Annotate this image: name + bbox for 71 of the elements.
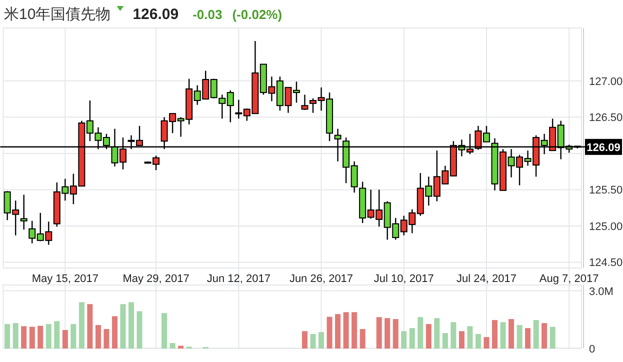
x-tick-label: May 29, 2017 <box>122 273 190 285</box>
bar <box>434 318 440 349</box>
bar <box>484 337 490 349</box>
bar <box>112 316 118 349</box>
x-tick-label: Jun 26, 2017 <box>289 273 354 285</box>
bar <box>302 331 308 349</box>
bar <box>500 322 506 349</box>
bar <box>29 326 35 349</box>
candlestick <box>301 94 308 111</box>
bar <box>533 320 539 349</box>
x-tick-label: Aug 7, 2017 <box>539 273 599 285</box>
text: (-0.02%) <box>232 7 282 22</box>
bar <box>46 324 52 349</box>
bar <box>21 326 27 349</box>
bar <box>401 331 407 349</box>
bar <box>550 326 556 349</box>
bar <box>178 346 184 349</box>
bar <box>516 325 522 349</box>
x-tick-label: Jul 24, 2017 <box>456 273 516 285</box>
text: 126.09 <box>132 6 179 23</box>
bar <box>525 328 531 349</box>
bar <box>492 320 498 349</box>
bar <box>62 330 68 349</box>
bar <box>508 319 514 349</box>
y-tick-label: 125.50 <box>589 184 623 197</box>
x-tick-label: Jul 10, 2017 <box>374 273 434 285</box>
bar <box>352 312 358 349</box>
y-tick-label: 125.00 <box>589 220 623 233</box>
bar <box>128 302 134 349</box>
bar <box>70 324 76 349</box>
y-tick-label: 124.50 <box>589 257 623 270</box>
x-tick-label: May 15, 2017 <box>32 273 98 285</box>
bar <box>343 312 349 349</box>
bar <box>104 329 110 349</box>
bar <box>170 343 176 349</box>
bar <box>95 325 101 349</box>
x-tick-label: Jun 12, 2017 <box>206 273 270 285</box>
bar <box>475 334 481 349</box>
bar <box>326 316 332 349</box>
bar <box>442 333 448 349</box>
y-tick-label: 127.00 <box>589 76 623 88</box>
bar <box>392 319 398 349</box>
text: -0.03 <box>192 7 222 22</box>
bar <box>162 313 168 349</box>
bar <box>542 323 548 349</box>
bar <box>4 324 10 349</box>
bar <box>78 302 84 349</box>
bar <box>360 329 366 349</box>
bar <box>136 311 142 349</box>
bar <box>450 322 456 349</box>
chart-title: 米10年国債先物 <box>4 6 111 23</box>
bar <box>467 326 473 349</box>
bar <box>38 326 44 349</box>
bar <box>318 332 324 349</box>
y-tick-label: 126.50 <box>589 112 623 124</box>
bar <box>384 318 390 349</box>
bar <box>409 328 415 349</box>
y-tick-label: 0 <box>589 343 596 356</box>
bar <box>376 317 382 349</box>
bar <box>54 321 60 349</box>
bar <box>310 334 316 349</box>
bar <box>87 304 93 349</box>
bar <box>335 314 341 349</box>
y-tick-label: 3.0M <box>589 286 614 298</box>
bar <box>120 304 126 349</box>
bar <box>426 324 432 349</box>
bar <box>12 323 18 349</box>
bar <box>458 331 464 349</box>
bar <box>418 317 424 349</box>
candlestick <box>20 194 28 230</box>
ref-line-label: 126.09 <box>586 142 620 154</box>
